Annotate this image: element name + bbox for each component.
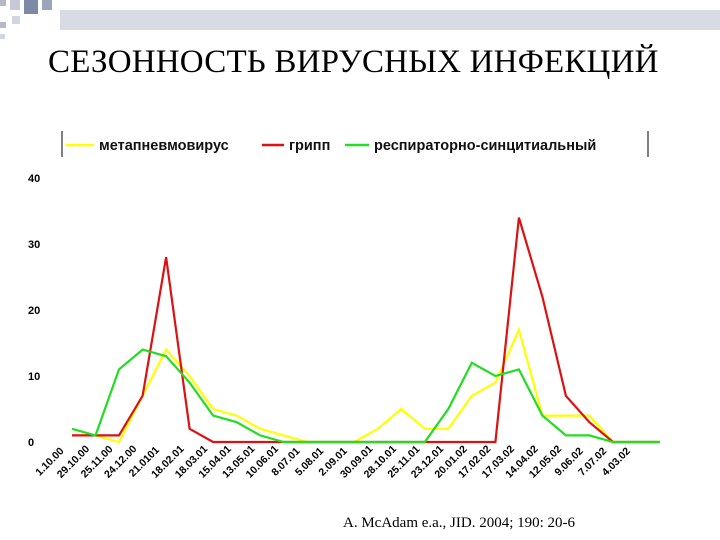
y-tick-label: 10 — [28, 371, 40, 383]
y-tick-label: 30 — [28, 239, 40, 251]
series-line — [71, 348, 660, 444]
series-lines — [71, 217, 660, 444]
y-axis: 0 10 20 30 40 — [28, 173, 40, 449]
y-tick-label: 20 — [28, 305, 40, 317]
series-line — [72, 326, 660, 444]
y-tick-label: 40 — [28, 173, 40, 185]
legend-label: грипп — [289, 138, 330, 154]
y-tick-label: 0 — [28, 437, 34, 449]
legend-label: метапневмовирус — [99, 138, 229, 154]
x-axis: 1.10.0029.10.0025.11.0024.12.0021.010118… — [33, 443, 633, 480]
legend-label: респираторно-синцитиальный — [374, 138, 596, 154]
citation: A. McAdam e.a., JID. 2004; 190: 20-6 — [343, 515, 576, 531]
series-line — [72, 217, 660, 444]
slide-title: СЕЗОННОСТЬ ВИРУСНЫХ ИНФЕКЦИЙ — [48, 44, 659, 80]
title-decoration — [0, 0, 720, 39]
legend: метапневмовирус грипп респираторно-синцити… — [61, 131, 649, 157]
line-chart: метапневмовирус грипп респираторно-синцити… — [28, 131, 660, 481]
